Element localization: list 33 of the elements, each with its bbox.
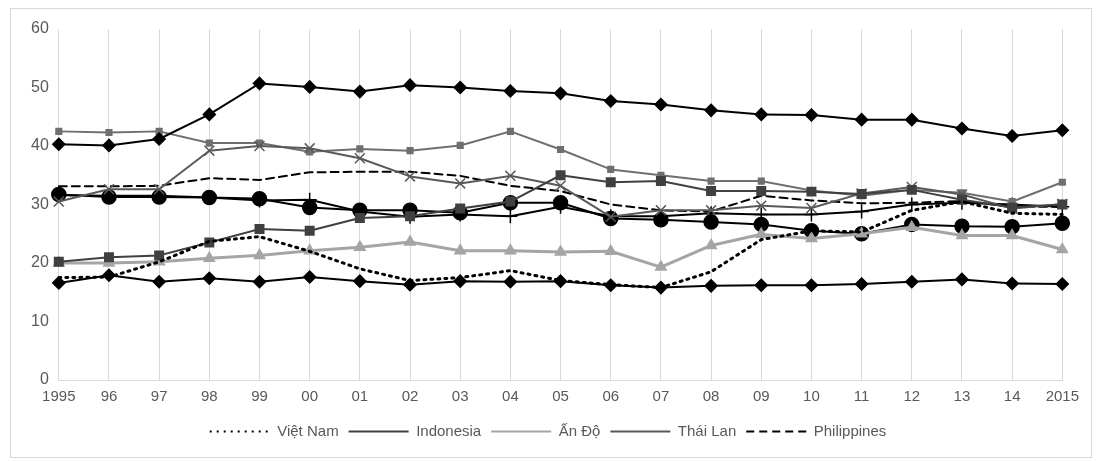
- x-tick-label: 09: [752, 387, 770, 405]
- x-tick-label: 10: [803, 387, 820, 405]
- y-tick-label: 0: [39, 370, 49, 388]
- x-tick-label: 1995: [42, 387, 76, 405]
- x-tick-label: 11: [853, 387, 870, 405]
- x-tick-label: 12: [903, 387, 921, 405]
- x-tick-label: 14: [1003, 387, 1021, 405]
- x-tick-label: 2015: [1045, 387, 1079, 405]
- x-tick-label: 96: [100, 387, 118, 405]
- y-tick-label: 10: [31, 311, 49, 329]
- legend-label: Thái Lan: [677, 421, 737, 439]
- y-tick-label: 60: [31, 19, 49, 37]
- x-tick-label: 05: [552, 387, 569, 405]
- x-tick-label: 08: [702, 387, 720, 405]
- y-tick-label: 50: [31, 77, 49, 95]
- x-tick-label: 99: [251, 387, 268, 405]
- x-tick-label: 98: [200, 387, 218, 405]
- x-tick-label: 01: [351, 387, 369, 405]
- y-tick-label: 30: [31, 194, 49, 212]
- x-tick-label: 06: [602, 387, 620, 405]
- legend-label: Indonesia: [416, 421, 482, 439]
- x-tick-label: 00: [301, 387, 319, 405]
- x-tick-label: 03: [451, 387, 469, 405]
- y-tick-label: 20: [31, 253, 49, 271]
- legend-label: Ấn Độ: [558, 421, 601, 439]
- legend-label: Philippines: [813, 421, 887, 439]
- x-tick-label: 13: [953, 387, 971, 405]
- x-tick-label: 07: [652, 387, 670, 405]
- x-tick-label: 97: [150, 387, 168, 405]
- legend-label: Việt Nam: [277, 421, 339, 439]
- y-tick-label: 40: [31, 136, 49, 154]
- x-tick-label: 02: [401, 387, 419, 405]
- x-tick-label: 04: [502, 387, 519, 405]
